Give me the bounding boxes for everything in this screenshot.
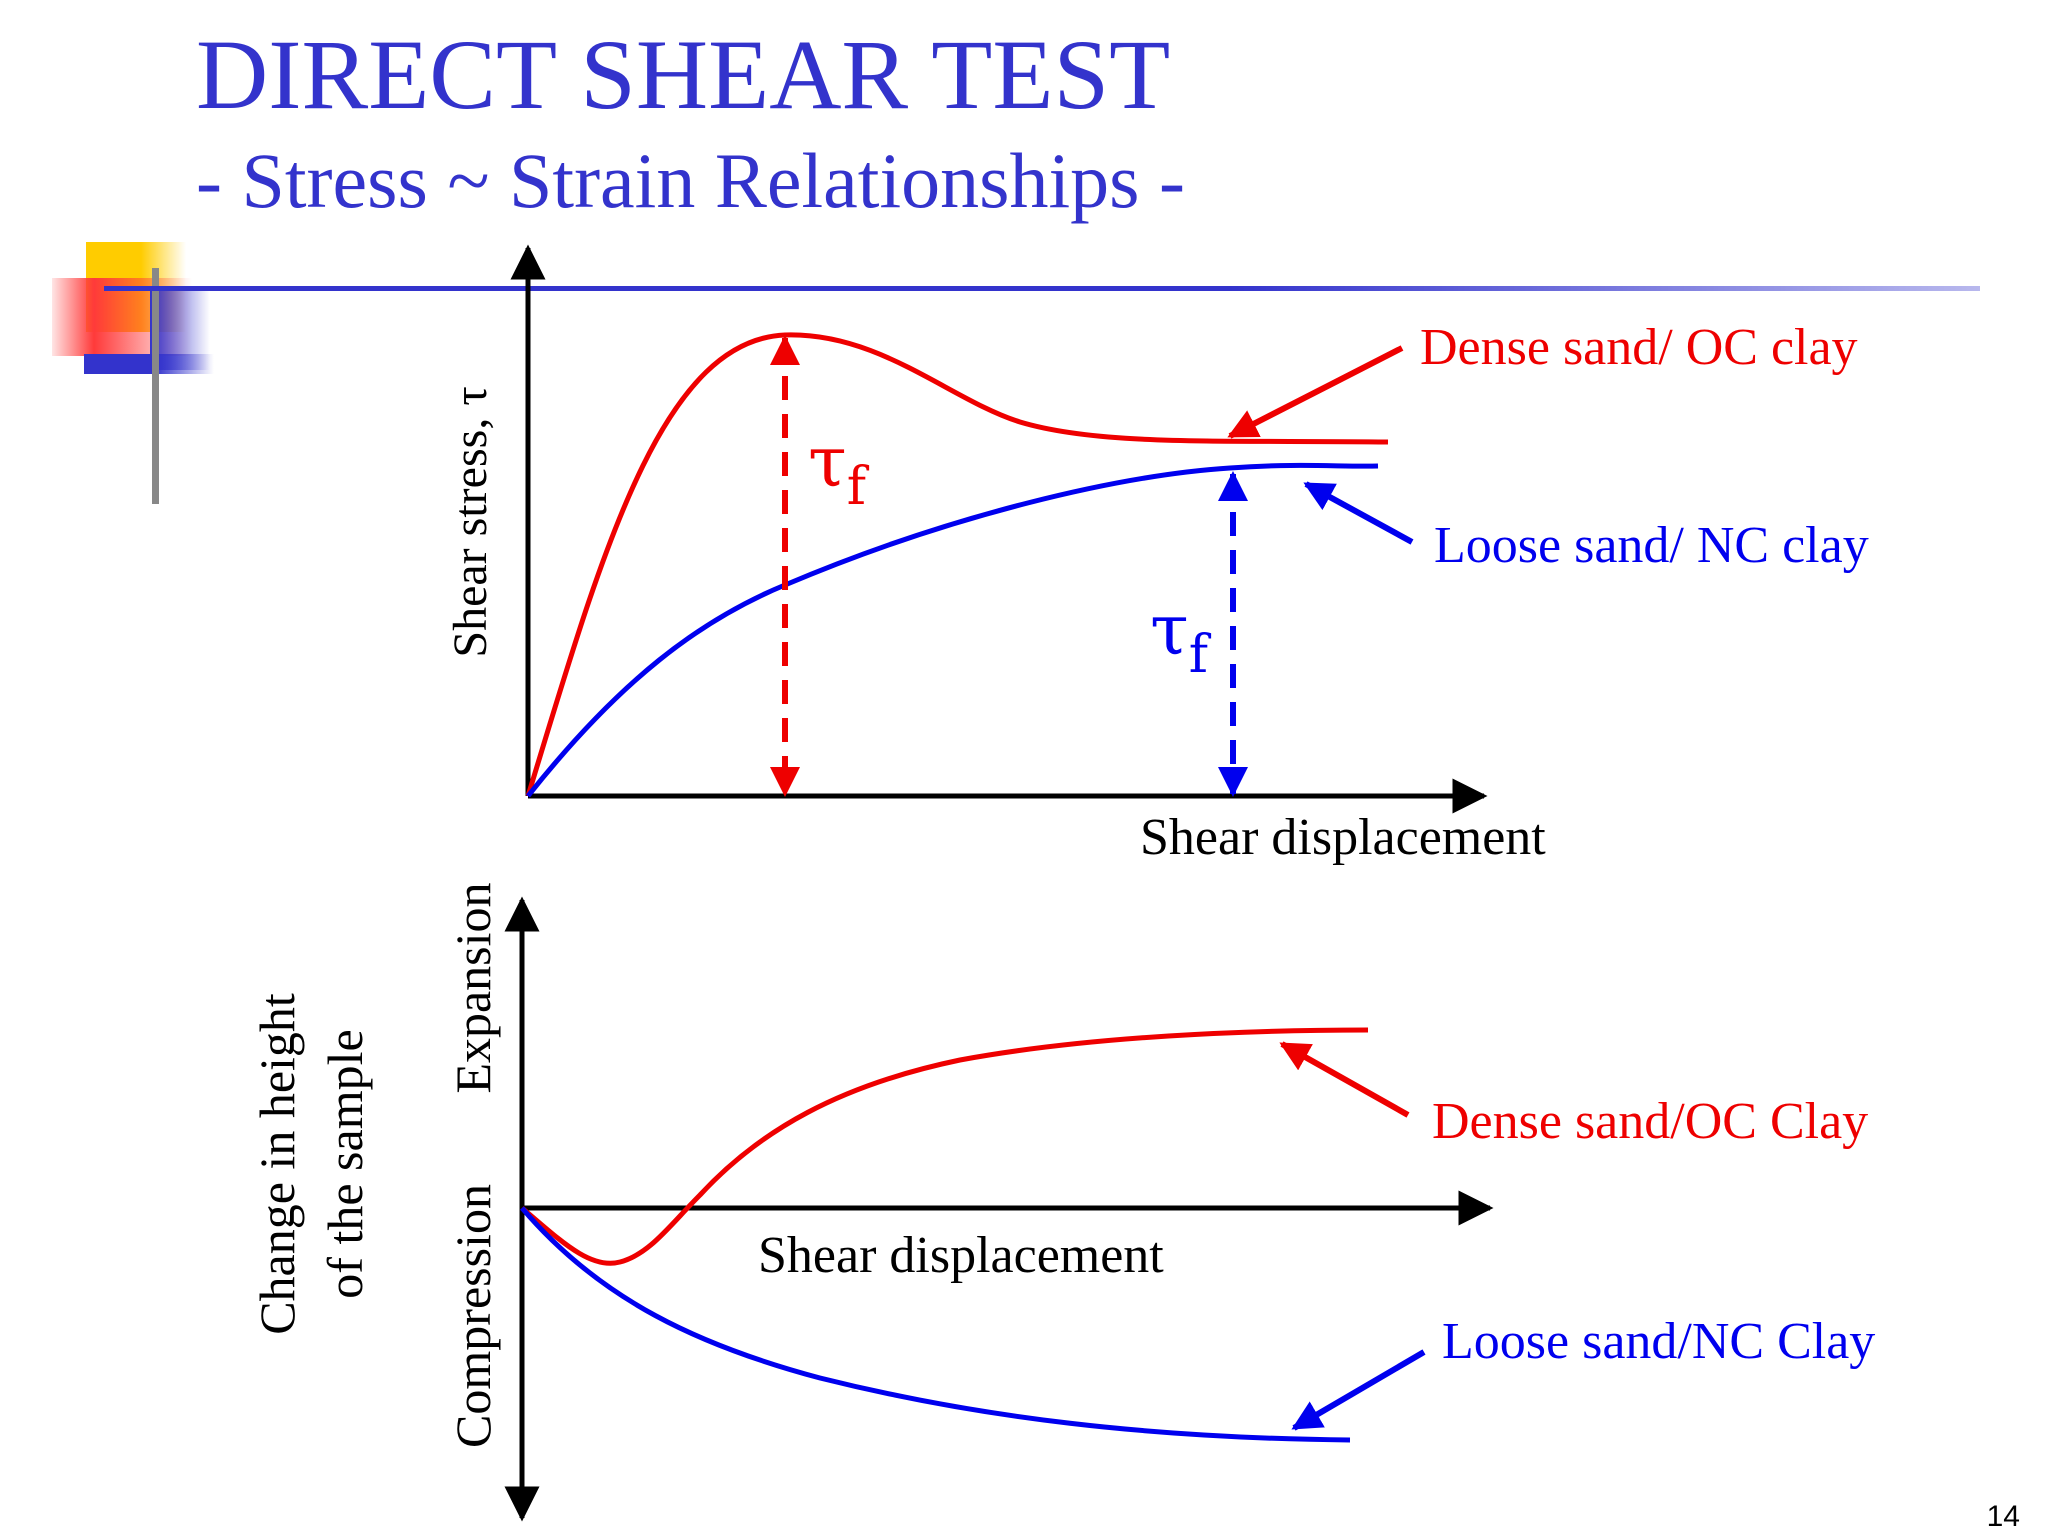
bottom-dense-pointer: [1279, 1041, 1410, 1118]
top-x-label: Shear displacement: [1140, 809, 1546, 866]
bottom-expansion-label: Expansion: [445, 882, 501, 1093]
bottom-y-label-line2: of the sample: [317, 1029, 373, 1298]
top-loose-curve: [526, 462, 1379, 798]
tau-symbol: τ: [1150, 589, 1189, 671]
slide-title: DIRECT SHEAR TEST: [196, 19, 1171, 130]
top-dense-curve: [525, 332, 1389, 797]
deco-blue-band: [150, 290, 210, 370]
top-loose-tau-label: τf: [1150, 589, 1212, 685]
bottom-dense-label: Dense sand/OC Clay: [1432, 1093, 1868, 1150]
bottom-y-label-line1: Change in height: [249, 993, 305, 1335]
bottom-loose-curve: [520, 1206, 1351, 1443]
tau-subscript: f: [1189, 625, 1212, 685]
top-loose-pointer: [1303, 481, 1414, 545]
deco-horizontal-rule: [104, 286, 1980, 291]
top-loose-label: Loose sand/ NC clay: [1434, 517, 1869, 574]
slide-page-number: 14: [1986, 1500, 2020, 1533]
top-dense-label: Dense sand/ OC clay: [1420, 319, 1858, 376]
bottom-loose-label: Loose sand/NC Clay: [1442, 1313, 1875, 1370]
bottom-dense-curve: [520, 1027, 1369, 1266]
bottom-compression-label: Compression: [445, 1184, 501, 1448]
bottom-x-label: Shear displacement: [758, 1227, 1164, 1284]
top-dense-pointer: [1227, 345, 1404, 439]
tau-symbol: τ: [808, 421, 847, 503]
slide-subtitle: - Stress ~ Strain Relationships -: [196, 137, 1185, 224]
top-y-label: Shear stress, τ: [444, 386, 497, 657]
bottom-loose-pointer: [1291, 1349, 1426, 1431]
top-dense-tau-label: τf: [808, 421, 870, 517]
tau-subscript: f: [847, 457, 870, 517]
deco-vertical-bar: [152, 268, 159, 504]
